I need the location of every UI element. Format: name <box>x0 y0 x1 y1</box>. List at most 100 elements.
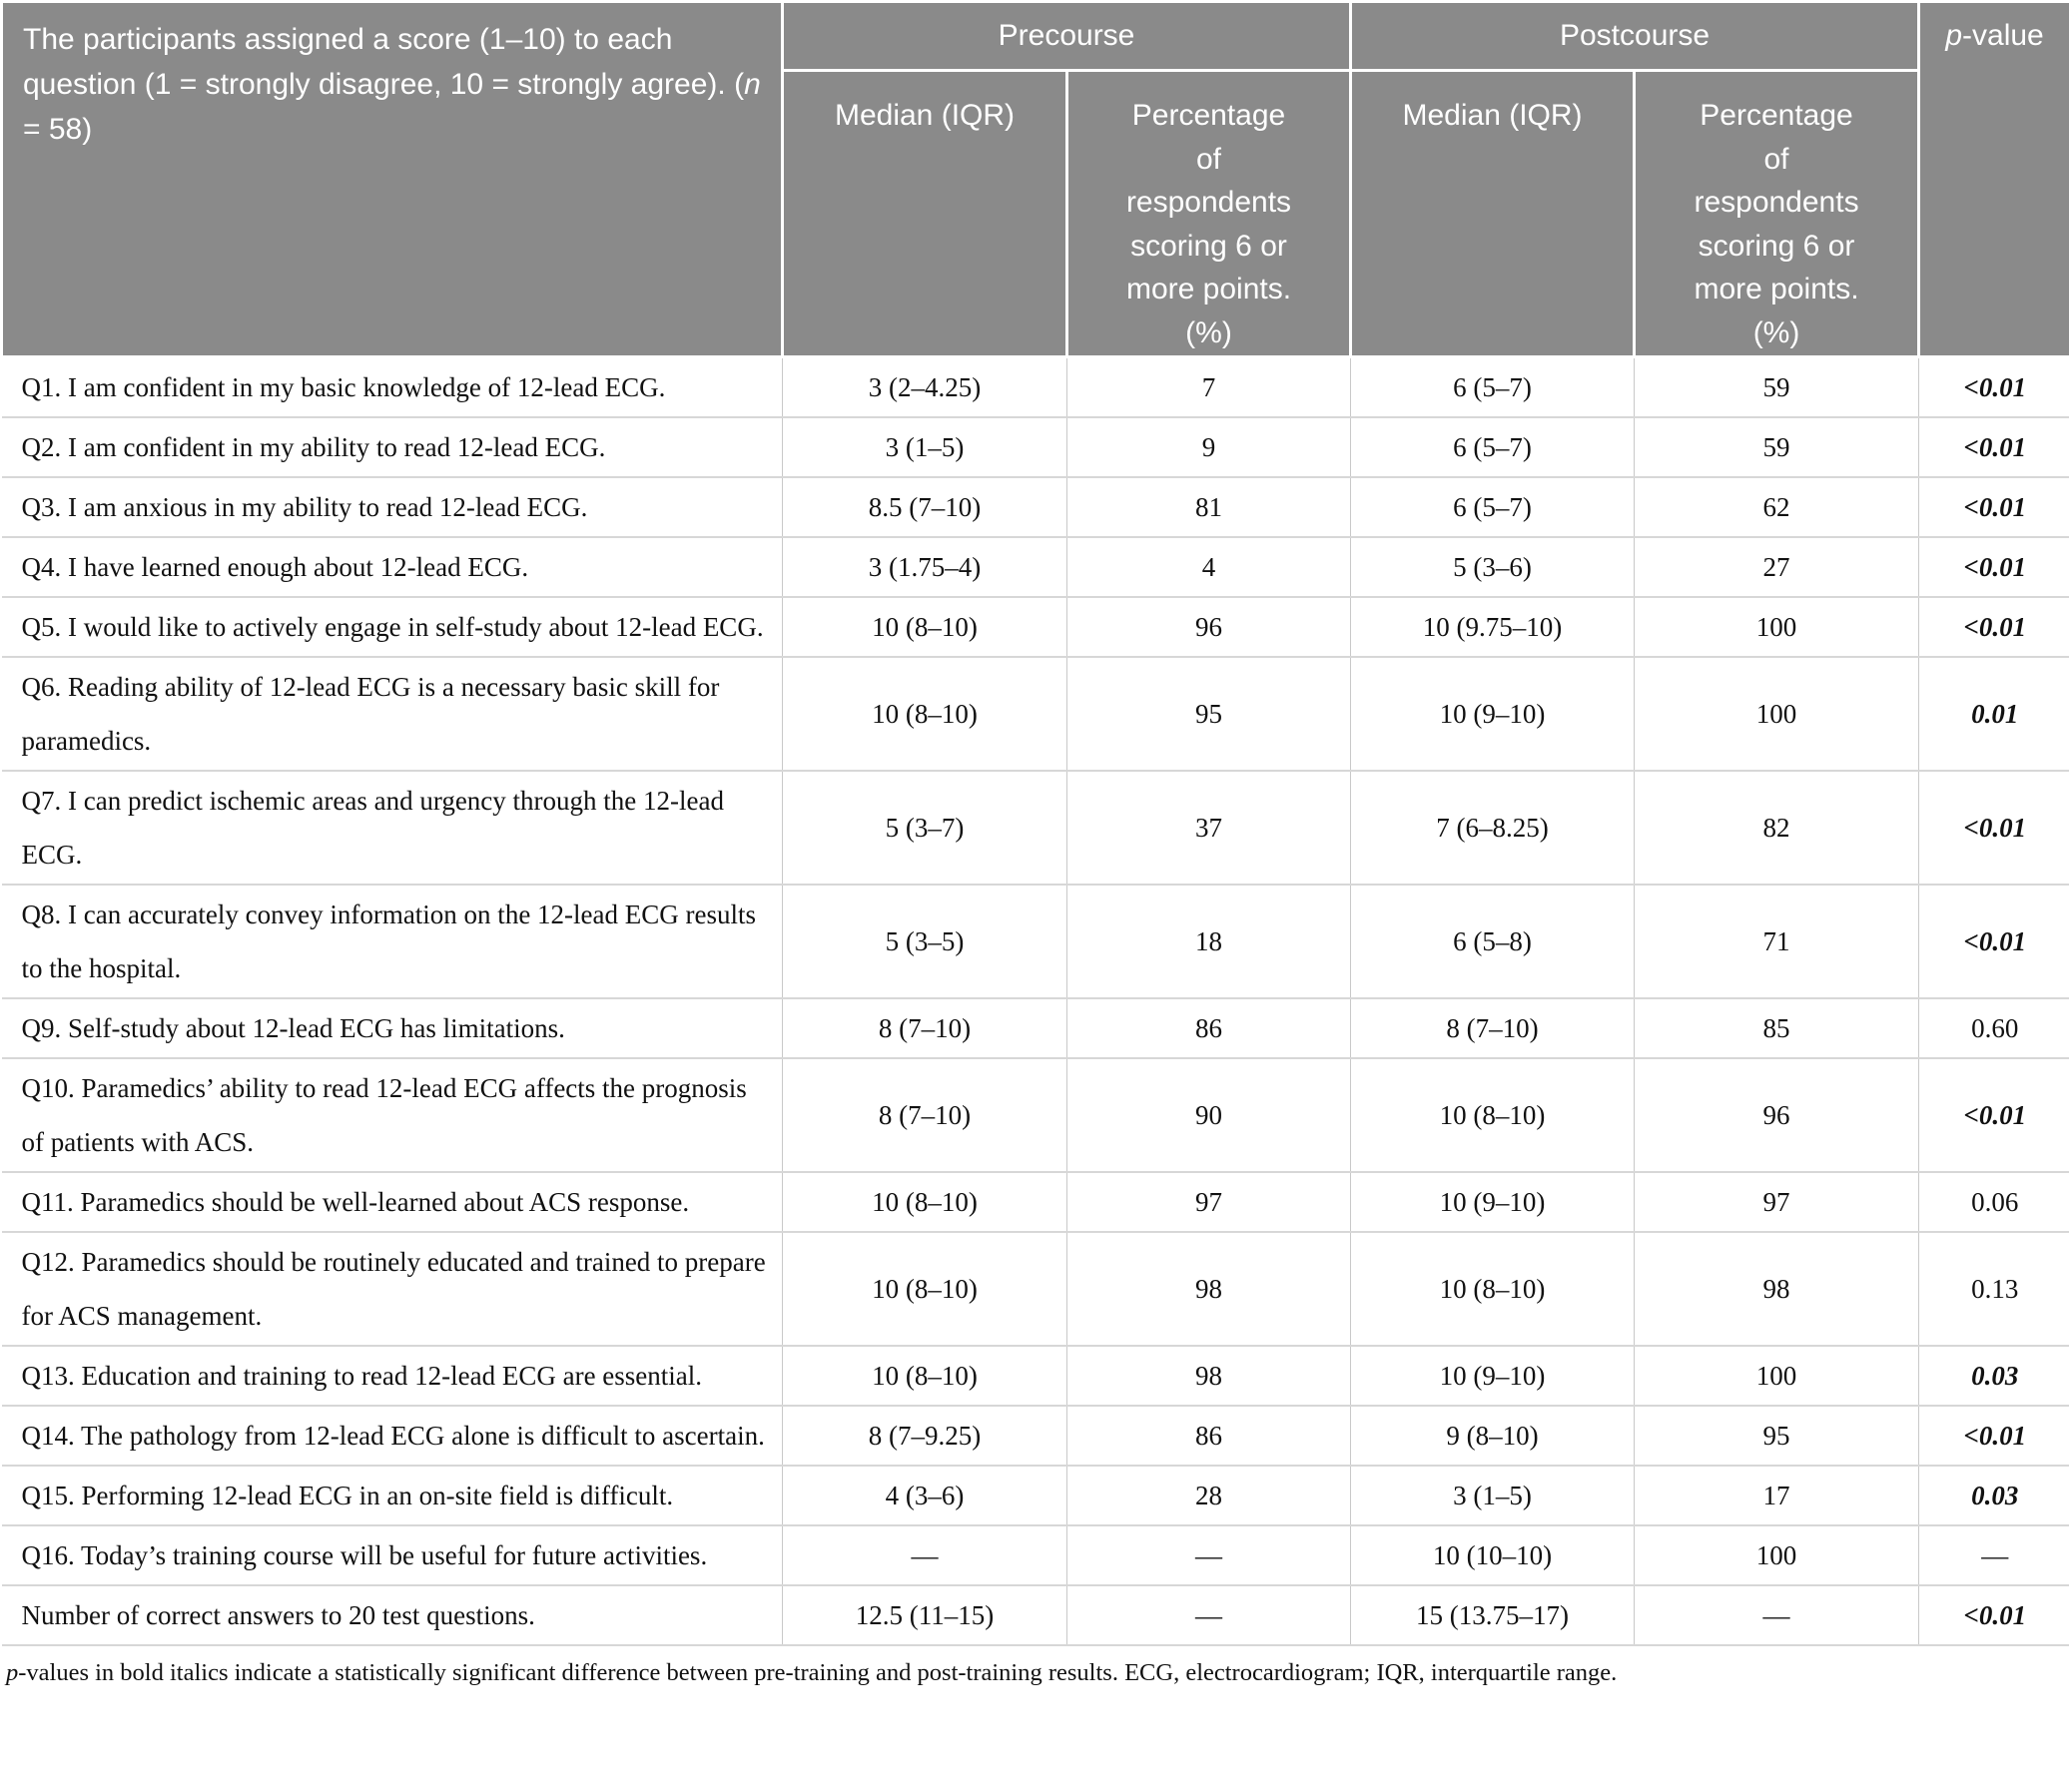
post-median-cell: 6 (5–7) <box>1350 417 1635 478</box>
p-value-cell: <0.01 <box>1918 417 2069 478</box>
p-value-cell: 0.06 <box>1918 1172 2069 1233</box>
caption-text-post: = 58) <box>23 113 93 146</box>
pre-pct-cell: 7 <box>1065 355 1351 418</box>
p-value-cell: <0.01 <box>1918 1406 2069 1467</box>
p-value-cell: 0.03 <box>1918 1466 2069 1526</box>
pre-pct-cell: 86 <box>1065 1406 1351 1467</box>
post-median-cell: 8 (7–10) <box>1350 998 1635 1059</box>
post-median-cell: 10 (9.75–10) <box>1350 597 1635 658</box>
caption-text-pre: The participants assigned a score (1–10)… <box>23 23 745 101</box>
post-pct-cell: — <box>1634 1585 1919 1646</box>
table-row: Q4. I have learned enough about 12-lead … <box>1 537 2069 598</box>
pre-median-cell: 10 (8–10) <box>782 657 1067 772</box>
pre-median-cell: 3 (1–5) <box>782 417 1067 478</box>
post-median-cell: 10 (9–10) <box>1350 657 1635 772</box>
p-value-cell: 0.03 <box>1918 1346 2069 1407</box>
post-median-cell: 10 (8–10) <box>1350 1058 1635 1173</box>
post-pct-cell: 27 <box>1634 537 1919 598</box>
table-row: Q3. I am anxious in my ability to read 1… <box>1 477 2069 538</box>
question-cell: Q7. I can predict ischemic areas and urg… <box>1 771 783 886</box>
question-cell: Q8. I can accurately convey information … <box>1 885 783 999</box>
post-median-cell: 6 (5–7) <box>1350 355 1635 418</box>
results-table: The participants assigned a score (1–10)… <box>0 0 2069 1646</box>
post-pct-cell: 98 <box>1634 1232 1919 1347</box>
post-pct-cell: 100 <box>1634 1346 1919 1407</box>
post-median-cell: 6 (5–7) <box>1350 477 1635 538</box>
table-row: Q12. Paramedics should be routinely educ… <box>1 1232 2069 1347</box>
pre-median-cell: 10 (8–10) <box>782 1172 1067 1233</box>
pre-median-cell: 8.5 (7–10) <box>782 477 1067 538</box>
question-cell: Q6. Reading ability of 12-lead ECG is a … <box>1 657 783 772</box>
table-row: Q1. I am confident in my basic knowledge… <box>1 355 2069 418</box>
post-pct-cell: 59 <box>1634 417 1919 478</box>
pre-median-cell: 8 (7–10) <box>782 1058 1067 1173</box>
p-value-cell: <0.01 <box>1918 355 2069 418</box>
question-cell: Q11. Paramedics should be well-learned a… <box>1 1172 783 1233</box>
table-row: Q13. Education and training to read 12-l… <box>1 1346 2069 1407</box>
caption-n-italic: n <box>744 68 761 101</box>
post-pct-cell: 100 <box>1634 657 1919 772</box>
table-row: Q5. I would like to actively engage in s… <box>1 597 2069 658</box>
p-value-cell: 0.13 <box>1918 1232 2069 1347</box>
p-rest: -value <box>1962 19 2044 52</box>
pre-pct-cell: 18 <box>1065 885 1351 999</box>
precourse-percentage-header: Percentage of respondents scoring 6 or m… <box>1064 69 1353 358</box>
post-median-cell: 10 (9–10) <box>1350 1346 1635 1407</box>
pre-median-cell: 5 (3–5) <box>782 885 1067 999</box>
post-median-cell: 10 (9–10) <box>1350 1172 1635 1233</box>
question-cell: Q10. Paramedics’ ability to read 12-lead… <box>1 1058 783 1173</box>
post-pct-cell: 82 <box>1634 771 1919 886</box>
question-cell: Q1. I am confident in my basic knowledge… <box>1 355 783 418</box>
pre-pct-cell: 28 <box>1065 1466 1351 1526</box>
table-row: Q7. I can predict ischemic areas and urg… <box>1 771 2069 886</box>
table-row: Number of correct answers to 20 test que… <box>1 1585 2069 1646</box>
table-row: Q6. Reading ability of 12-lead ECG is a … <box>1 657 2069 772</box>
question-cell: Q4. I have learned enough about 12-lead … <box>1 537 783 598</box>
footnote-p-italic: p <box>6 1659 19 1686</box>
pre-median-cell: 12.5 (11–15) <box>782 1585 1067 1646</box>
p-value-cell: <0.01 <box>1918 771 2069 886</box>
pre-median-cell: — <box>782 1525 1067 1586</box>
table-row: Q14. The pathology from 12-lead ECG alon… <box>1 1406 2069 1467</box>
p-value-cell: <0.01 <box>1918 1058 2069 1173</box>
pre-median-cell: 10 (8–10) <box>782 1346 1067 1407</box>
question-cell: Q5. I would like to actively engage in s… <box>1 597 783 658</box>
post-pct-cell: 17 <box>1634 1466 1919 1526</box>
pre-pct-cell: 90 <box>1065 1058 1351 1173</box>
question-cell: Q12. Paramedics should be routinely educ… <box>1 1232 783 1347</box>
table-row: Q15. Performing 12-lead ECG in an on-sit… <box>1 1466 2069 1526</box>
pre-median-cell: 10 (8–10) <box>782 597 1067 658</box>
p-value-column-header: p-value <box>1917 0 2069 358</box>
post-pct-cell: 100 <box>1634 597 1919 658</box>
post-pct-cell: 62 <box>1634 477 1919 538</box>
question-cell: Q16. Today’s training course will be use… <box>1 1525 783 1586</box>
question-cell: Q13. Education and training to read 12-l… <box>1 1346 783 1407</box>
post-pct-cell: 96 <box>1634 1058 1919 1173</box>
question-cell: Number of correct answers to 20 test que… <box>1 1585 783 1646</box>
post-pct-cell: 85 <box>1634 998 1919 1059</box>
pre-median-cell: 8 (7–9.25) <box>782 1406 1067 1467</box>
pre-pct-cell: 81 <box>1065 477 1351 538</box>
post-pct-cell: 59 <box>1634 355 1919 418</box>
pre-pct-cell: — <box>1065 1585 1351 1646</box>
precourse-median-header: Median (IQR) <box>781 69 1068 358</box>
post-pct-cell: 100 <box>1634 1525 1919 1586</box>
pre-median-cell: 3 (2–4.25) <box>782 355 1067 418</box>
pre-pct-cell: 97 <box>1065 1172 1351 1233</box>
post-median-cell: 7 (6–8.25) <box>1350 771 1635 886</box>
table-row: Q16. Today’s training course will be use… <box>1 1525 2069 1586</box>
p-value-cell: <0.01 <box>1918 1585 2069 1646</box>
table-caption-cell: The participants assigned a score (1–10)… <box>0 0 784 358</box>
table-header: The participants assigned a score (1–10)… <box>0 0 2069 358</box>
pre-pct-cell: 9 <box>1065 417 1351 478</box>
pre-pct-cell: 98 <box>1065 1346 1351 1407</box>
p-value-cell: <0.01 <box>1918 477 2069 538</box>
pre-pct-cell: 98 <box>1065 1232 1351 1347</box>
pre-median-cell: 4 (3–6) <box>782 1466 1067 1526</box>
postcourse-median-header: Median (IQR) <box>1349 69 1637 358</box>
table-row: Q8. I can accurately convey information … <box>1 885 2069 999</box>
post-median-cell: 10 (8–10) <box>1350 1232 1635 1347</box>
p-value-cell: <0.01 <box>1918 885 2069 999</box>
pre-median-cell: 3 (1.75–4) <box>782 537 1067 598</box>
table-body: Q1. I am confident in my basic knowledge… <box>1 355 2069 1646</box>
